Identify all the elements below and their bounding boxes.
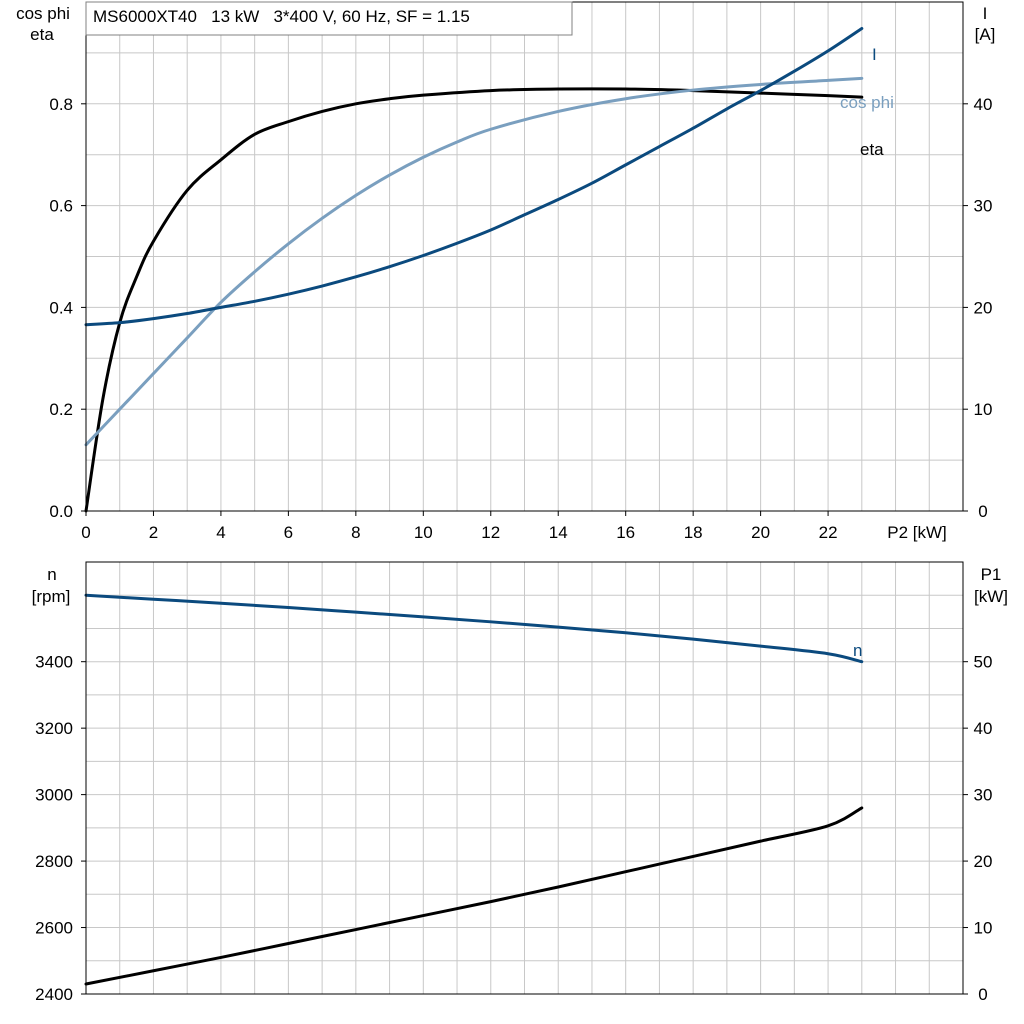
- tick-label-x: 6: [284, 523, 293, 542]
- series-line-cos-phi: [84, 76, 864, 447]
- top-series: [84, 26, 864, 513]
- series-label-n: n: [853, 641, 862, 660]
- tick-label-left: 0.0: [49, 502, 73, 521]
- bottom-right-axis-label-line2: [kW]: [974, 587, 1008, 606]
- series-label-I: I: [872, 45, 877, 64]
- tick-label-x: 14: [549, 523, 568, 542]
- tick-label-x: 2: [149, 523, 158, 542]
- series-label-cosphi: cos phi: [840, 93, 894, 112]
- tick-label-right: 30: [974, 197, 993, 216]
- bottom-left-axis-label-line1: n: [47, 565, 56, 584]
- tick-label-left: 2800: [35, 852, 73, 871]
- bottom-panel: 2400 2600 2800 3000 3200 3400 0 10 20 30 40 50 n [r…: [32, 561, 1008, 1004]
- tick-label-x: 0: [81, 523, 90, 542]
- top-panel: 0.0 0.2 0.4 0.6 0.8 0 10 20 30 40 0 2 4 6 8 10 12 14 16 18 2…: [16, 1, 996, 542]
- tick-label-x: 4: [216, 523, 225, 542]
- tick-label-right: 20: [974, 298, 993, 317]
- chart-title-box: [85, 1, 573, 36]
- tick-label-left: 3400: [35, 653, 73, 672]
- top-left-axis-label-line1: cos phi: [16, 4, 70, 23]
- tick-label-x: 12: [481, 523, 500, 542]
- series-label-eta: eta: [860, 140, 884, 159]
- tick-label-left: 0.8: [49, 95, 73, 114]
- series-line-bot-1: [84, 806, 864, 986]
- bottom-right-axis-label-line1: P1: [981, 565, 1002, 584]
- tick-label-left: 3000: [35, 786, 73, 805]
- top-left-axis-label-line2: eta: [30, 25, 54, 44]
- tick-label-x: 10: [414, 523, 433, 542]
- tick-label-right: 10: [974, 919, 993, 938]
- tick-label-left: 2400: [35, 985, 73, 1004]
- tick-label-x: 20: [751, 523, 770, 542]
- tick-label-right: 10: [974, 400, 993, 419]
- tick-label-x: 16: [616, 523, 635, 542]
- tick-label-right: 40: [974, 95, 993, 114]
- tick-label-left: 3200: [35, 719, 73, 738]
- top-right-axis-label-line1: I: [983, 4, 988, 23]
- tick-label-left: 0.2: [49, 400, 73, 419]
- top-ticks: 0.0 0.2 0.4 0.6 0.8 0 10 20 30 40 0 2 4 6 8 10 12 14 16 18 2…: [49, 95, 992, 542]
- tick-label-left: 0.6: [49, 197, 73, 216]
- bottom-series: [84, 593, 864, 986]
- tick-label-left: 0.4: [49, 298, 73, 317]
- series-line-i: [84, 26, 864, 327]
- tick-label-right: 20: [974, 852, 993, 871]
- tick-label-right: 0: [978, 502, 987, 521]
- tick-label-right: 30: [974, 786, 993, 805]
- tick-label-left: 2600: [35, 919, 73, 938]
- tick-label-right: 40: [974, 719, 993, 738]
- x-axis-label: P2 [kW]: [887, 523, 947, 542]
- bottom-ticks: 2400 2600 2800 3000 3200 3400 0 10 20 30 40 50: [35, 653, 992, 1004]
- series-line-n: [84, 593, 864, 664]
- tick-label-right: 0: [978, 985, 987, 1004]
- tick-label-x: 22: [819, 523, 838, 542]
- tick-label-right: 50: [974, 653, 993, 672]
- bottom-left-axis-label-line2: [rpm]: [32, 587, 71, 606]
- tick-label-x: 8: [351, 523, 360, 542]
- bottom-plot-frame: [85, 561, 964, 995]
- top-right-axis-label-line2: [A]: [975, 25, 996, 44]
- chart-title: MS6000XT40 13 kW 3*400 V, 60 Hz, SF = 1.…: [93, 7, 470, 26]
- tick-label-x: 18: [684, 523, 703, 542]
